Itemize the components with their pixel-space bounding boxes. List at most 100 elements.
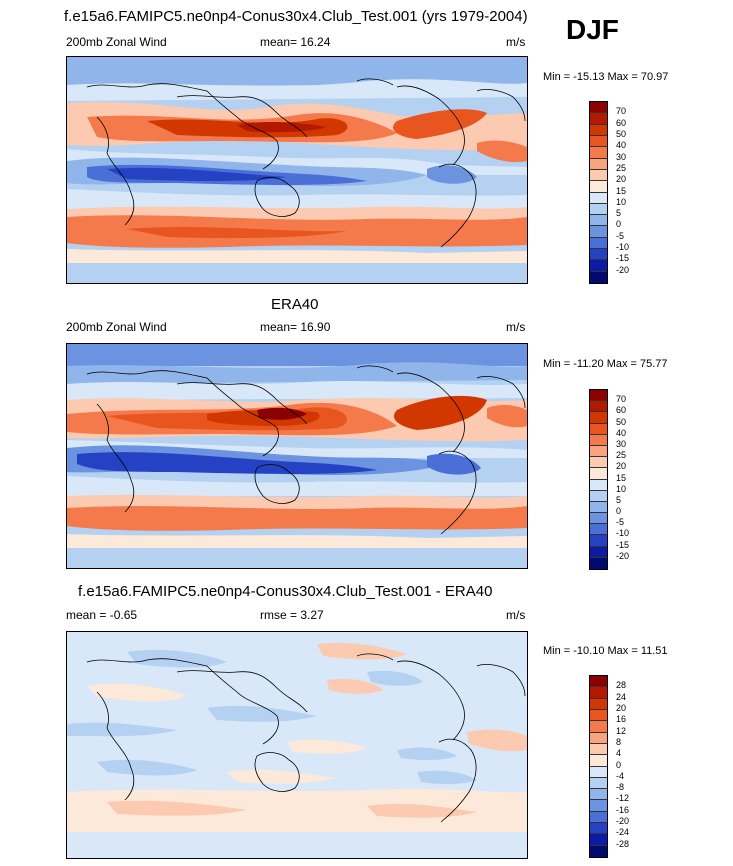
panel-2-mean: mean= 16.90 xyxy=(260,320,331,334)
colorbar-tick-label: 5 xyxy=(616,494,622,505)
colorbar-swatch xyxy=(590,181,607,193)
colorbar-swatch xyxy=(590,226,607,238)
colorbar-tick-label: -5 xyxy=(616,230,625,241)
panel-3-units: m/s xyxy=(506,608,526,622)
colorbar-tick-label: 5 xyxy=(616,208,622,219)
panel-2-colorbar-swatches xyxy=(590,390,607,569)
colorbar-tick-label: 10 xyxy=(616,483,627,494)
colorbar-tick-label: 15 xyxy=(616,185,627,196)
colorbar-swatch xyxy=(590,203,607,216)
colorbar-swatch xyxy=(590,535,607,547)
panel-3-rmse: rmse = 3.27 xyxy=(260,608,324,622)
colorbar-tick-label: 28 xyxy=(616,680,627,691)
colorbar-tick-label: 20 xyxy=(616,174,627,185)
panel-1-mean: mean= 16.24 xyxy=(260,35,331,49)
colorbar-tick-label: 15 xyxy=(616,472,627,483)
panel-2-contours xyxy=(67,344,527,568)
colorbar-tick-label: 20 xyxy=(616,702,627,713)
colorbar-swatch xyxy=(590,457,607,469)
colorbar-tick-label: -4 xyxy=(616,770,625,781)
colorbar-swatch xyxy=(590,501,607,514)
colorbar-swatch xyxy=(590,124,607,136)
colorbar-swatch xyxy=(590,687,607,699)
colorbar-swatch xyxy=(590,823,607,835)
colorbar-swatch xyxy=(590,766,607,778)
colorbar-tick-label: -12 xyxy=(616,793,630,804)
colorbar-swatch xyxy=(590,546,607,558)
colorbar-tick-label: -10 xyxy=(616,242,630,253)
colorbar-swatch xyxy=(590,513,607,525)
colorbar-swatch xyxy=(590,755,607,767)
colorbar-tick-label: -5 xyxy=(616,517,625,528)
panel-2-title: ERA40 xyxy=(271,296,319,313)
colorbar-tick-label: 60 xyxy=(616,117,627,128)
colorbar-swatch xyxy=(590,158,607,170)
colorbar-swatch xyxy=(590,479,607,491)
colorbar-swatch xyxy=(590,102,607,114)
colorbar-swatch xyxy=(590,524,607,536)
colorbar-tick-label: 10 xyxy=(616,196,627,207)
panel-1-field-label: 200mb Zonal Wind xyxy=(66,35,167,49)
colorbar-swatch xyxy=(590,260,607,272)
panel-1-colorbar-swatches xyxy=(590,102,607,283)
panel-1-colorbar xyxy=(589,101,608,284)
colorbar-tick-label: 30 xyxy=(616,438,627,449)
panel-1-title: f.e15a6.FAMIPC5.ne0np4-Conus30x4.Club_Te… xyxy=(64,8,528,25)
panel-1-contours xyxy=(67,57,527,283)
colorbar-tick-label: 70 xyxy=(616,106,627,117)
colorbar-tick-label: 25 xyxy=(616,450,627,461)
colorbar-swatch xyxy=(590,249,607,261)
colorbar-swatch xyxy=(590,743,607,756)
panel-1-minmax: Min = -15.13 Max = 70.97 xyxy=(543,71,669,83)
panel-3-colorbar-swatches xyxy=(590,676,607,857)
colorbar-tick-label: 16 xyxy=(616,714,627,725)
colorbar-swatch xyxy=(590,811,607,824)
panel-2-colorbar xyxy=(589,389,608,570)
colorbar-swatch xyxy=(590,271,607,283)
colorbar-swatch xyxy=(590,445,607,458)
panel-2-units: m/s xyxy=(506,320,526,334)
panel-3-minmax: Min = -10.10 Max = 11.51 xyxy=(543,645,668,657)
colorbar-swatch xyxy=(590,800,607,812)
colorbar-swatch xyxy=(590,434,607,446)
colorbar-tick-label: 0 xyxy=(616,506,622,517)
panel-2-minmax: Min = -11.20 Max = 75.77 xyxy=(543,358,668,370)
colorbar-swatch xyxy=(590,390,607,402)
panel-3-contours xyxy=(67,632,527,858)
colorbar-tick-label: 50 xyxy=(616,128,627,139)
colorbar-swatch xyxy=(590,557,607,569)
colorbar-tick-label: -28 xyxy=(616,838,630,849)
colorbar-tick-label: -15 xyxy=(616,539,630,550)
panel-2-field-label: 200mb Zonal Wind xyxy=(66,320,167,334)
panel-2-map xyxy=(66,343,528,569)
colorbar-tick-label: -15 xyxy=(616,253,630,264)
colorbar-swatch xyxy=(590,721,607,733)
colorbar-tick-label: -20 xyxy=(616,264,630,275)
colorbar-swatch xyxy=(590,676,607,688)
colorbar-tick-label: 0 xyxy=(616,219,622,230)
colorbar-tick-label: -24 xyxy=(616,827,630,838)
colorbar-tick-label: 24 xyxy=(616,691,627,702)
colorbar-swatch xyxy=(590,147,607,159)
colorbar-swatch xyxy=(590,412,607,424)
colorbar-tick-label: 40 xyxy=(616,140,627,151)
panel-3-map xyxy=(66,631,528,859)
colorbar-swatch xyxy=(590,401,607,413)
colorbar-swatch xyxy=(590,777,607,790)
season-label: DJF xyxy=(566,14,619,45)
colorbar-tick-label: -20 xyxy=(616,816,630,827)
colorbar-swatch xyxy=(590,237,607,250)
colorbar-swatch xyxy=(590,490,607,502)
panel-3-mean: mean = -0.65 xyxy=(66,608,138,622)
panel-3-colorbar xyxy=(589,675,608,858)
colorbar-swatch xyxy=(590,169,607,182)
panel-1-units: m/s xyxy=(506,35,526,49)
panel-1-map xyxy=(66,56,528,284)
colorbar-tick-label: 50 xyxy=(616,416,627,427)
colorbar-tick-label: 12 xyxy=(616,725,627,736)
colorbar-swatch xyxy=(590,423,607,435)
panel-3-title: f.e15a6.FAMIPC5.ne0np4-Conus30x4.Club_Te… xyxy=(78,583,493,600)
colorbar-tick-label: 0 xyxy=(616,759,622,770)
colorbar-tick-label: -10 xyxy=(616,528,630,539)
colorbar-tick-label: 30 xyxy=(616,151,627,162)
